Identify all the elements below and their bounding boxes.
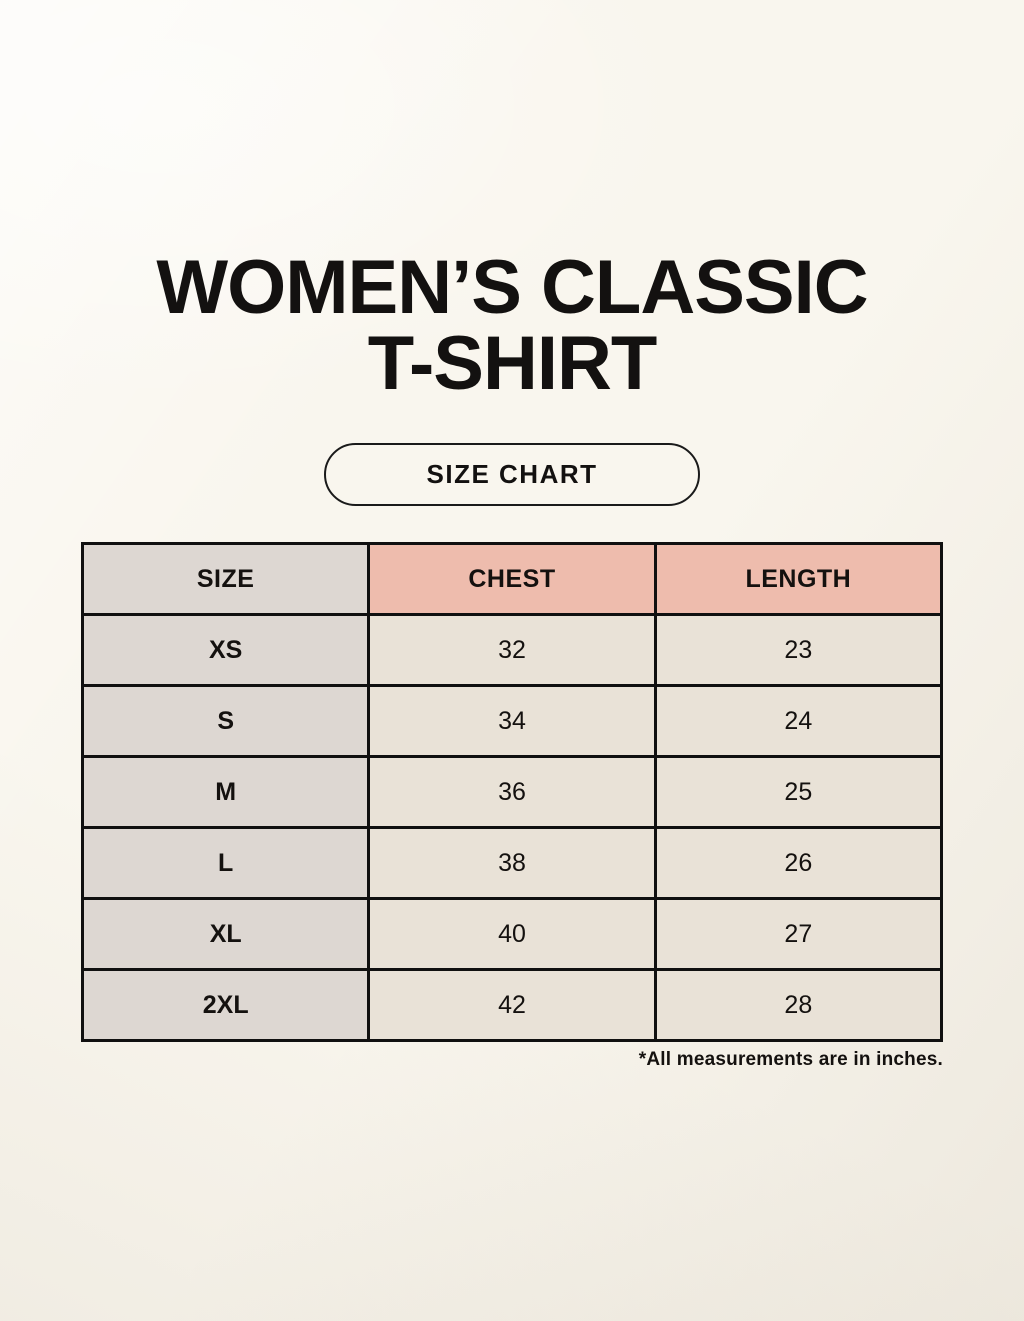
size-table-body: XS 32 23 S 34 24 M 36 25 L 38 26 XL 40 27 2XL 42 28 bbox=[80, 613, 944, 1042]
cell-chest: 42 bbox=[367, 968, 657, 1042]
table-row: XS 32 23 bbox=[80, 613, 944, 687]
header-row: SIZE CHEST LENGTH bbox=[80, 542, 944, 616]
cell-size: S bbox=[80, 684, 371, 758]
cell-length: 28 bbox=[653, 968, 944, 1042]
table-row: S 34 24 bbox=[80, 684, 944, 758]
page-title: WOMEN’S CLASSIC T-SHIRT bbox=[0, 0, 1024, 402]
column-header-length: LENGTH bbox=[653, 542, 944, 616]
size-chart-badge: SIZE CHART bbox=[324, 443, 700, 506]
cell-chest: 40 bbox=[367, 897, 657, 971]
table-row: M 36 25 bbox=[80, 755, 944, 829]
table-row: L 38 26 bbox=[80, 826, 944, 900]
cell-length: 27 bbox=[653, 897, 944, 971]
cell-length: 26 bbox=[653, 826, 944, 900]
cell-size: XS bbox=[80, 613, 371, 687]
size-chart-poster: WOMEN’S CLASSIC T-SHIRT SIZE CHART SIZE … bbox=[0, 0, 1024, 1070]
page-title-line2: T-SHIRT bbox=[367, 321, 658, 406]
column-header-chest: CHEST bbox=[367, 542, 657, 616]
page-title-line1: WOMEN’S CLASSIC bbox=[156, 245, 868, 330]
measurements-footnote: *All measurements are in inches. bbox=[638, 1049, 943, 1070]
cell-length: 23 bbox=[653, 613, 944, 687]
size-chart-table-head: SIZE CHEST LENGTH bbox=[80, 542, 944, 616]
cell-size: XL bbox=[80, 897, 371, 971]
size-chart-table: SIZE CHEST LENGTH XS 32 23 S 34 24 M 36 25 L 38 26 X… bbox=[80, 542, 944, 1042]
cell-size: 2XL bbox=[80, 968, 371, 1042]
table-row: XL 40 27 bbox=[80, 897, 944, 971]
column-header-size: SIZE bbox=[80, 542, 371, 616]
cell-chest: 32 bbox=[367, 613, 657, 687]
cell-size: M bbox=[80, 755, 371, 829]
cell-chest: 34 bbox=[367, 684, 657, 758]
cell-chest: 36 bbox=[367, 755, 657, 829]
table-row: 2XL 42 28 bbox=[80, 968, 944, 1042]
cell-chest: 38 bbox=[367, 826, 657, 900]
cell-length: 25 bbox=[653, 755, 944, 829]
badge-row: SIZE CHART bbox=[0, 443, 1024, 506]
cell-length: 24 bbox=[653, 684, 944, 758]
cell-size: L bbox=[80, 826, 371, 900]
